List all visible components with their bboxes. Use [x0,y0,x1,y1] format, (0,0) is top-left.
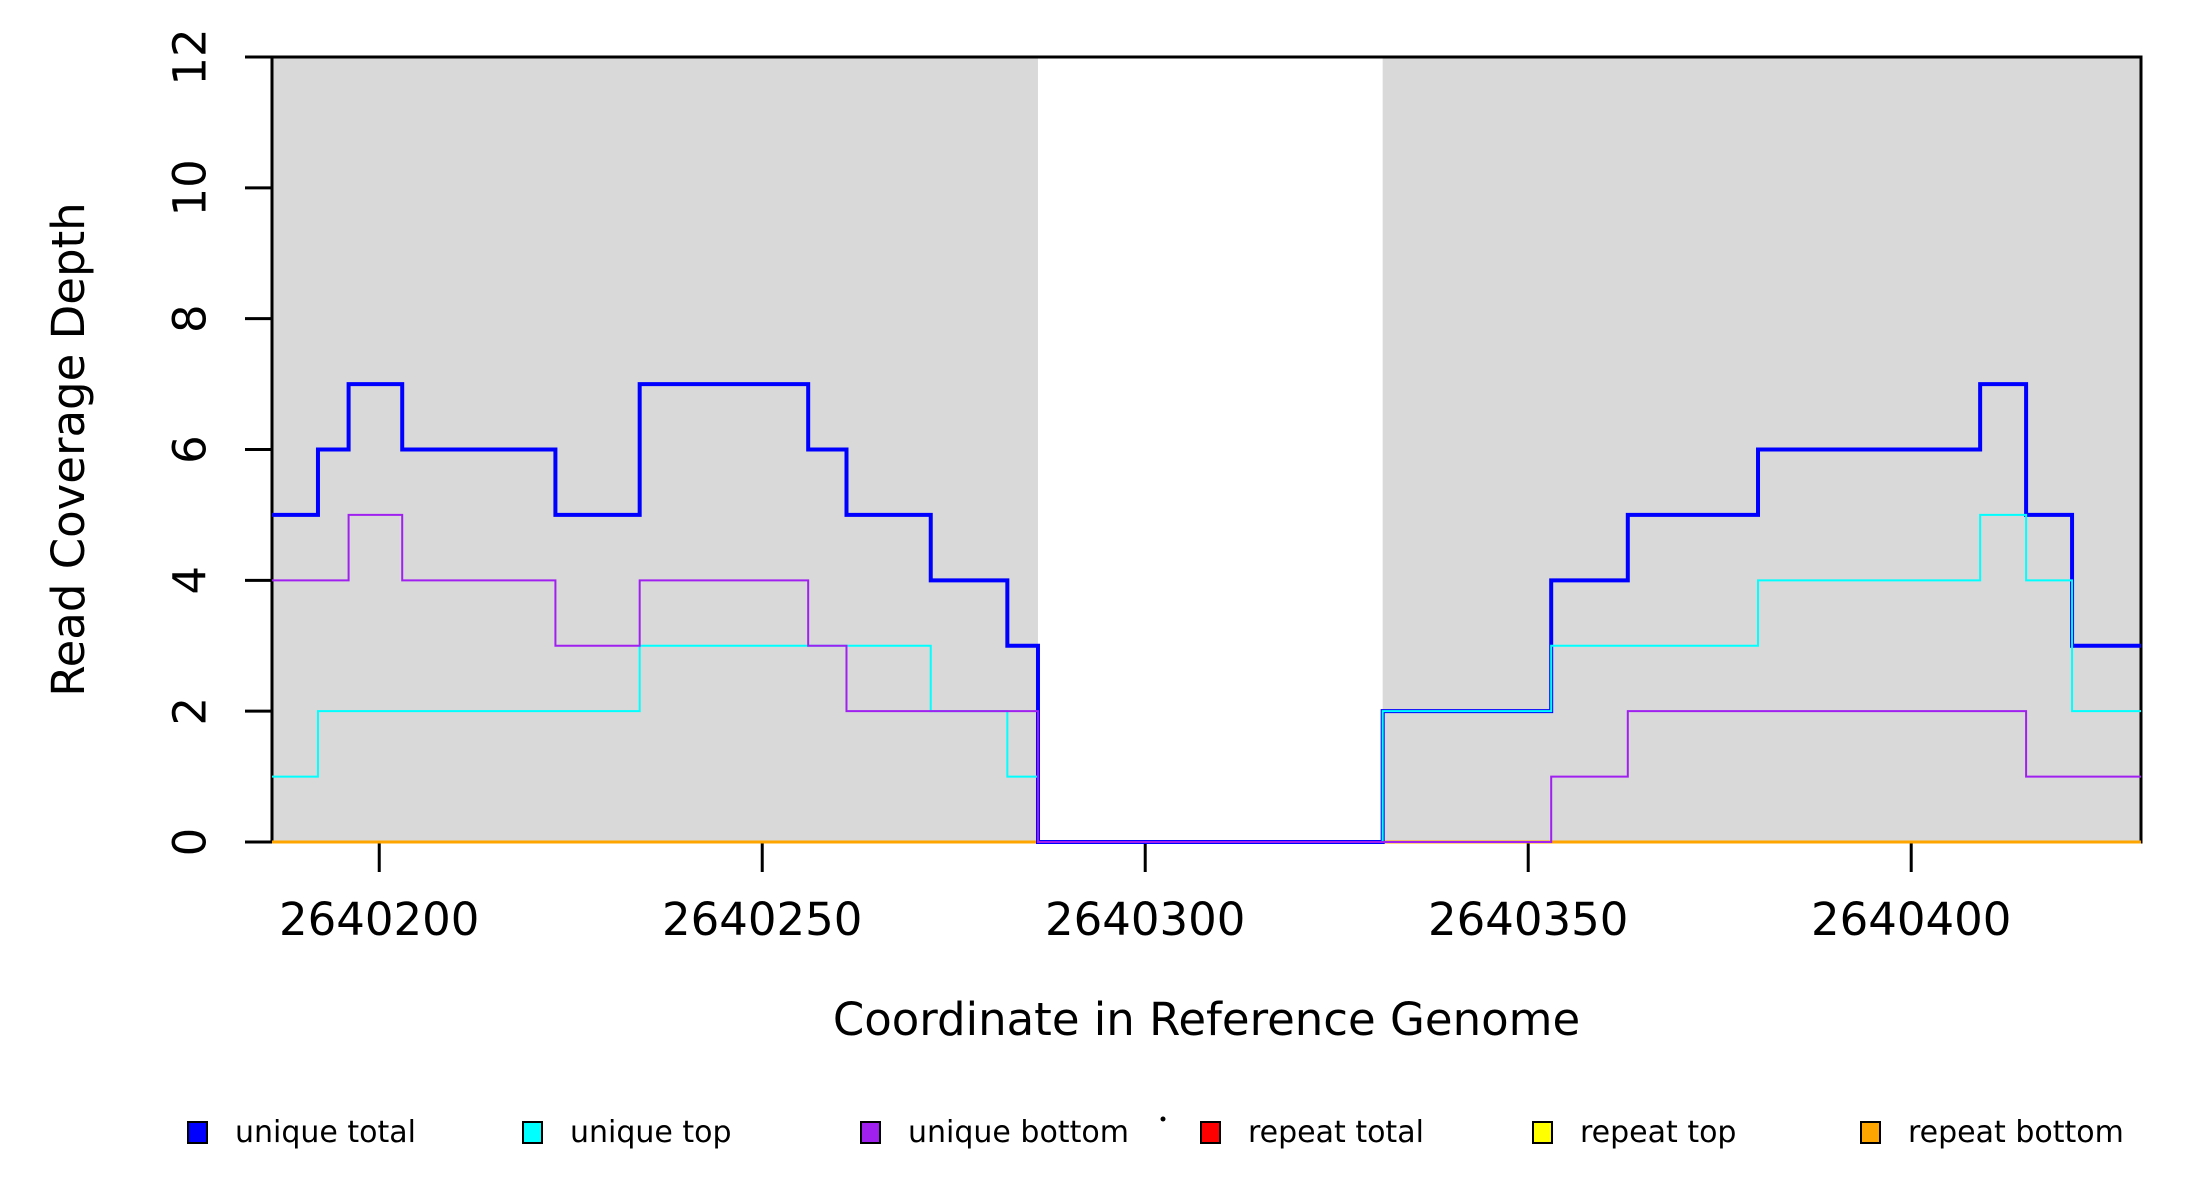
aligned-region-left [272,57,1038,842]
y-axis-tick-label: 6 [164,435,217,464]
x-axis-tick-label: 2640400 [1811,893,2011,946]
y-axis-tick-label: 12 [164,28,217,85]
x-axis-tick-label: 2640250 [662,893,862,946]
x-axis-title: Coordinate in Reference Genome [833,993,1580,1046]
x-axis: 2640200 2640250 2640300 2640350 2640400 [279,842,2011,946]
x-axis-tick-label: 2640350 [1428,893,1628,946]
x-axis-tick-label: 2640200 [279,893,479,946]
stray-dot-artifact [1160,1116,1166,1122]
series-line-unique-top [272,513,2141,843]
y-axis-title: Read Coverage Depth [42,202,95,696]
series-lines [272,382,2141,844]
y-axis-tick-label: 8 [164,304,217,333]
y-axis-tick-label: 0 [164,828,217,857]
x-axis-tick-label: 2640300 [1045,893,1245,946]
series-line-unique-total [272,382,2141,844]
y-axis-tick-label: 2 [164,697,217,726]
series-line-unique-bottom [272,513,2141,843]
y-axis-tick-label: 10 [164,159,217,216]
y-axis-tick-label: 4 [164,566,217,595]
y-axis: 0 2 4 6 8 10 12 [164,28,272,857]
